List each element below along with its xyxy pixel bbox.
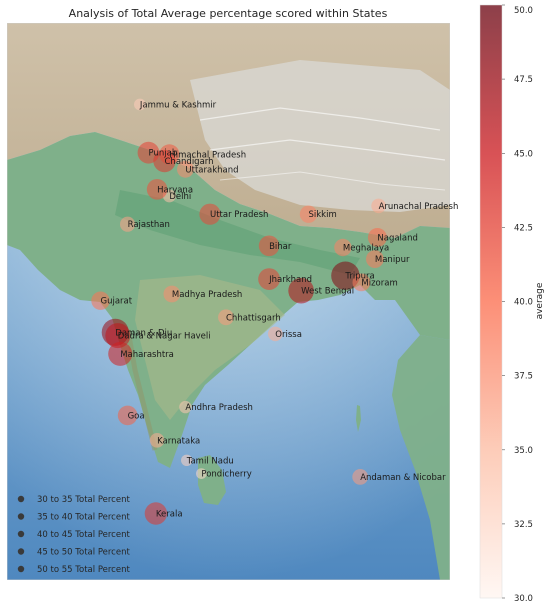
colorbar-tick-label: 32.5 [514,520,533,530]
andaman-islands [356,405,361,432]
data-point [117,405,138,426]
state-label: Kerala [156,510,183,520]
state-label: Karnataka [157,436,200,446]
state-label: Mizoram [361,278,397,288]
data-point [331,261,360,290]
data-point [144,502,168,525]
colorbar-tick-label: 37.5 [514,372,533,382]
colorbar-ticks: 30.0 32.5 35.0 37.5 40.0 42.5 45.0 47.5 50.0 [502,4,533,604]
legend-label: 30 to 35 Total Percent [37,495,130,505]
data-point [91,291,110,310]
legend-marker [17,513,25,520]
state-label: Maharashtra [120,350,174,360]
data-point [352,469,369,485]
data-point [352,273,371,292]
state-label: West Bengal [301,287,354,297]
state-label: Andaman & Nicobar [360,473,446,483]
state-label: Gujarat [101,297,133,307]
state-label: Punjab [149,149,178,159]
state-label: Tripura [344,272,374,282]
state-label: Manipur [375,255,410,265]
data-point [258,235,280,257]
state-label: Sikkim [309,210,337,220]
colorbar-tick-label: 45.0 [514,149,533,159]
gangetic-plain [115,190,360,275]
colorbar-tick-label: 40.0 [514,298,533,308]
data-points [91,98,387,525]
basemap [7,23,450,580]
state-label: Goa [128,411,145,421]
colorbar: 30.0 32.5 35.0 37.5 40.0 42.5 45.0 47.5 50.0 ave… [479,4,545,604]
data-point [268,326,283,342]
sri-lanka [198,455,226,505]
state-label: Andhra Pradesh [185,403,253,413]
state-label: Chhattisgarh [226,313,281,323]
data-point [179,400,192,414]
data-point [366,250,384,268]
legend-marker [17,548,25,555]
data-point [258,268,280,290]
data-point [199,203,221,225]
state-label: Jharkhand [268,275,312,285]
legend-label: 35 to 40 Total Percent [37,513,130,523]
data-point [299,205,318,223]
data-point [134,98,146,111]
state-label: Himachal Pradesh [169,150,246,160]
colorbar-tick-label: 50.0 [514,6,533,16]
legend-label: 50 to 55 Total Percent [37,565,130,575]
state-label: Haryana [157,185,193,195]
data-point [120,216,136,232]
data-point [108,341,133,366]
data-point [367,228,387,247]
state-label: Orissa [275,330,302,340]
data-point [334,238,352,257]
state-label: Chandigarh [165,157,214,167]
data-point [163,285,181,303]
data-point [153,149,176,173]
state-label: Daman & Diu [115,328,172,338]
state-label: Rajasthan [128,220,170,230]
tibetan-plateau [190,60,450,212]
colorbar-tick-label: 30.0 [514,594,533,604]
state-label: Delhi [169,192,191,202]
state-label: Madhya Pradesh [172,290,242,300]
deccan-plateau [135,275,285,420]
state-label: Jammu & Kashmir [139,101,217,111]
data-point [288,277,314,304]
data-point [146,179,168,200]
colorbar-tick-label: 47.5 [514,75,533,85]
data-point [105,323,131,349]
colorbar-label: average [535,282,545,319]
state-label: Pondicherry [201,470,251,480]
data-point [177,160,194,178]
colorbar-gradient [480,5,502,598]
state-label: Bihar [269,242,292,252]
colorbar-tick-label: 35.0 [514,446,533,456]
colorbar-tick-label: 42.5 [514,223,533,233]
legend-label: 40 to 45 Total Percent [37,530,130,540]
legend-marker [17,565,25,573]
data-point [149,433,165,448]
map-title: Analysis of Total Average percentage sco… [69,7,388,20]
data-point [218,309,234,326]
legend: 30 to 35 Total Percent 35 to 40 Total Per… [17,495,130,575]
data-point [196,468,207,479]
state-label: Uttar Pradesh [210,210,268,220]
state-label: Dadra & Nagar Haveli [118,332,211,342]
state-label: Uttarakhand [185,165,238,175]
legend-marker [17,530,25,538]
legend-marker [17,495,25,503]
state-label: Tamil Nadu [186,456,234,466]
legend-label: 45 to 50 Total Percent [37,548,130,558]
state-label: Meghalaya [343,244,389,254]
state-label: Arunachal Pradesh [379,202,459,212]
state-label: Nagaland [377,234,418,244]
data-point [181,454,193,466]
data-point [371,198,386,214]
